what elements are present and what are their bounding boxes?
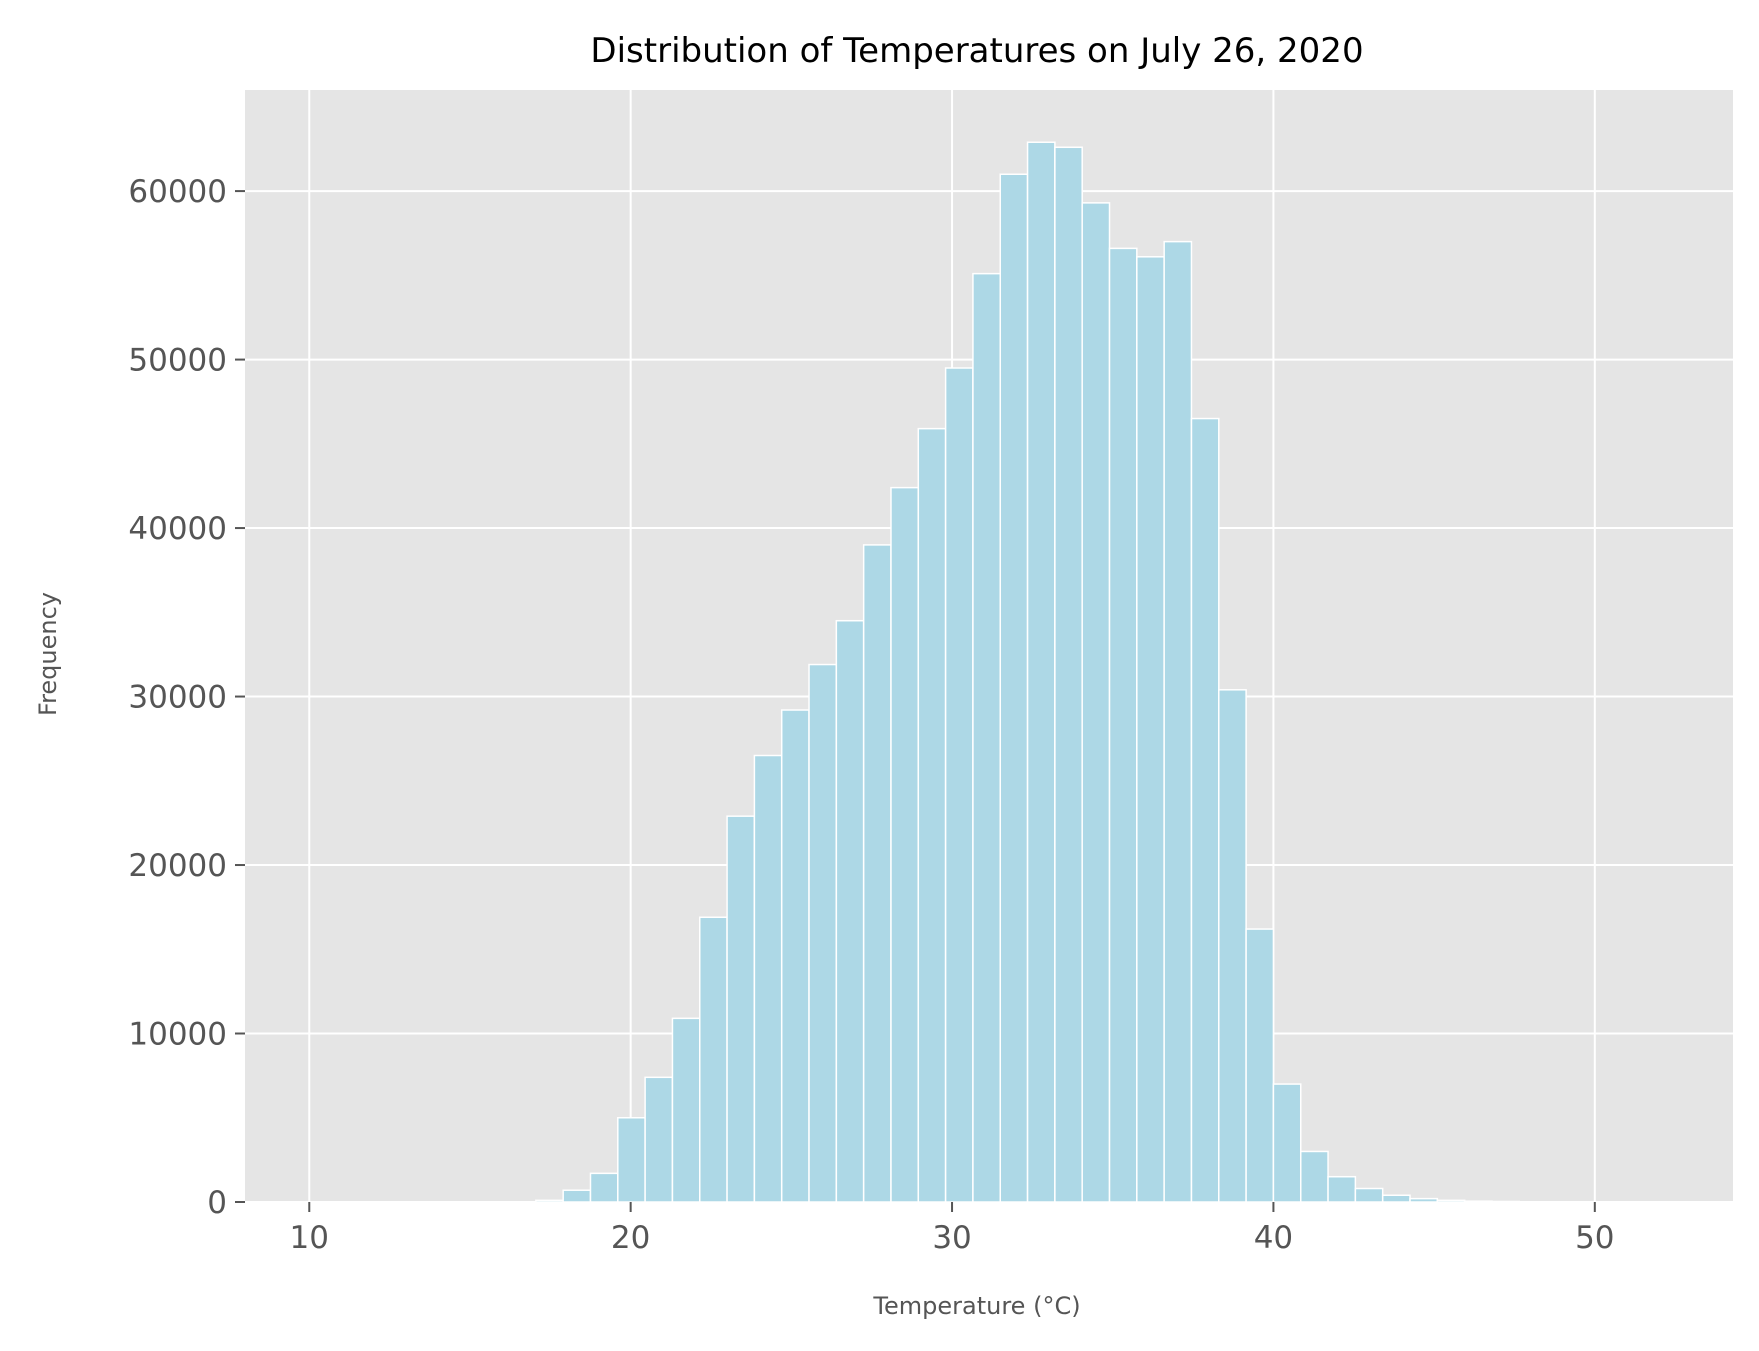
histogram-bar <box>890 486 920 1203</box>
axes: 10 20 30 40 50 0 10000 20000 30000 40000 50000 6000… <box>128 174 1614 1256</box>
y-tick-label: 50000 <box>128 343 227 379</box>
y-tick-label: 40000 <box>128 511 227 547</box>
y-tick-label: 30000 <box>128 680 227 716</box>
histogram-bar <box>1272 1083 1302 1203</box>
histogram-bar <box>617 1117 646 1203</box>
histogram-bar <box>753 754 783 1203</box>
histogram-bar <box>1026 141 1056 1203</box>
histogram-bar <box>944 367 974 1203</box>
histogram-bar <box>1190 417 1220 1203</box>
histogram-bar <box>1163 240 1193 1203</box>
x-axis-label: Temperature (°C) <box>872 1292 1080 1320</box>
histogram-bar <box>1218 689 1247 1203</box>
x-tick-label: 30 <box>932 1220 971 1256</box>
x-tick-label: 20 <box>611 1220 650 1256</box>
histogram-bar <box>562 1189 592 1203</box>
histogram-bar <box>1136 256 1165 1203</box>
histogram-bar <box>1436 1199 1466 1203</box>
x-tick-label: 10 <box>290 1220 329 1256</box>
histogram-bar <box>1354 1187 1384 1203</box>
histogram-bar <box>535 1199 564 1203</box>
y-tick-label: 60000 <box>128 174 227 210</box>
histogram-bar <box>726 815 756 1203</box>
histogram-bar <box>972 272 1001 1203</box>
x-tick-label: 50 <box>1575 1220 1614 1256</box>
histogram-bar <box>1245 928 1275 1203</box>
histogram-bar <box>1381 1194 1411 1203</box>
histogram-bar <box>1491 1200 1521 1203</box>
histogram-bar <box>862 544 892 1203</box>
histogram-bar <box>671 1017 701 1203</box>
histogram-bar <box>699 916 728 1203</box>
histogram-bar <box>1054 146 1083 1203</box>
histogram-bar <box>1409 1197 1439 1203</box>
bars <box>535 141 1521 1203</box>
y-tick-label: 0 <box>207 1185 227 1221</box>
chart-title: Distribution of Temperatures on July 26,… <box>590 31 1363 71</box>
histogram-bar <box>644 1076 674 1203</box>
histogram-bar <box>808 663 838 1203</box>
histogram-bar <box>589 1172 619 1203</box>
histogram-bar <box>1327 1175 1357 1203</box>
histogram-bar <box>917 427 947 1203</box>
y-tick-label: 20000 <box>128 848 227 884</box>
histogram-bar <box>999 173 1029 1203</box>
histogram-bar <box>1081 202 1111 1203</box>
histogram-bar <box>780 709 810 1203</box>
histogram-bar <box>1463 1200 1493 1203</box>
x-tick-label: 40 <box>1254 1220 1293 1256</box>
histogram-bar <box>835 619 865 1203</box>
histogram-bar <box>1108 247 1138 1203</box>
y-axis-label: Frequency <box>34 592 62 716</box>
histogram-bar <box>1299 1150 1329 1203</box>
y-tick-label: 10000 <box>128 1017 227 1053</box>
